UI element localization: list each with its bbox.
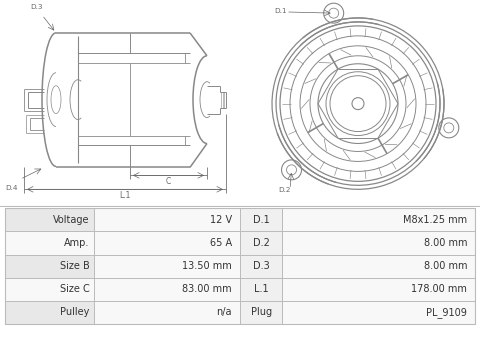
Bar	[94, 278, 240, 301]
Text: 13.50 mm: 13.50 mm	[182, 261, 232, 271]
Bar	[240, 301, 282, 324]
Text: 83.00 mm: 83.00 mm	[182, 284, 232, 294]
Text: M8x1.25 mm: M8x1.25 mm	[403, 215, 467, 225]
Text: Voltage: Voltage	[53, 215, 89, 225]
Bar	[94, 232, 240, 254]
Bar	[240, 208, 282, 232]
Text: Plug: Plug	[251, 307, 272, 317]
Bar	[5, 208, 94, 232]
Text: 8.00 mm: 8.00 mm	[423, 261, 467, 271]
Bar	[240, 232, 282, 254]
Bar	[240, 208, 282, 232]
Text: D.1: D.1	[253, 215, 270, 225]
Bar	[282, 232, 475, 254]
Bar	[282, 278, 475, 301]
Bar	[94, 232, 240, 254]
Text: n/a: n/a	[216, 307, 232, 317]
Bar	[94, 301, 240, 324]
Bar	[5, 254, 94, 278]
Bar	[282, 278, 475, 301]
Bar	[94, 208, 240, 232]
Bar	[5, 232, 94, 254]
Bar	[282, 232, 475, 254]
Bar	[5, 278, 94, 301]
Text: Size B: Size B	[60, 261, 89, 271]
Bar	[94, 301, 240, 324]
Bar	[240, 301, 282, 324]
Bar	[5, 301, 94, 324]
Bar	[282, 208, 475, 232]
Bar	[282, 254, 475, 278]
Bar	[94, 278, 240, 301]
Text: PL_9109: PL_9109	[426, 307, 467, 318]
Text: D.2: D.2	[252, 238, 270, 248]
Text: C: C	[166, 177, 170, 186]
Text: Pulley: Pulley	[60, 307, 89, 317]
Text: D.1: D.1	[274, 8, 287, 14]
Bar	[5, 232, 94, 254]
Bar	[5, 254, 94, 278]
Text: L.1: L.1	[120, 191, 131, 200]
Bar	[240, 278, 282, 301]
Bar	[94, 208, 240, 232]
Text: Size C: Size C	[60, 284, 89, 294]
Bar	[282, 254, 475, 278]
Bar	[240, 232, 282, 254]
Bar	[94, 254, 240, 278]
Text: D.2: D.2	[278, 187, 290, 193]
Text: 12 V: 12 V	[210, 215, 232, 225]
Text: L.1: L.1	[254, 284, 268, 294]
Bar	[282, 208, 475, 232]
Text: 8.00 mm: 8.00 mm	[423, 238, 467, 248]
Bar	[5, 208, 475, 324]
Text: D.4: D.4	[5, 185, 17, 191]
Bar	[94, 254, 240, 278]
Bar	[5, 208, 94, 232]
Text: 178.00 mm: 178.00 mm	[411, 284, 467, 294]
Bar	[282, 301, 475, 324]
Bar	[5, 301, 94, 324]
Bar	[240, 254, 282, 278]
Text: Amp.: Amp.	[64, 238, 89, 248]
Text: 65 A: 65 A	[210, 238, 232, 248]
Bar	[240, 278, 282, 301]
Text: D.3: D.3	[253, 261, 270, 271]
Bar	[5, 278, 94, 301]
Bar	[240, 254, 282, 278]
Text: D.3: D.3	[30, 4, 43, 10]
Bar	[282, 301, 475, 324]
